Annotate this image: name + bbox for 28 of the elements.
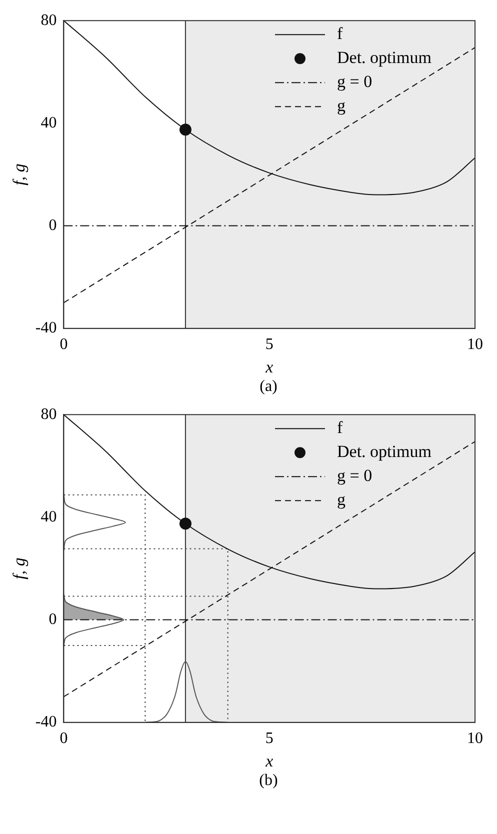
x-tick-label: 0 [60,336,68,354]
legend-label: g = 0 [337,466,372,486]
y-axis-title: f, g [10,164,29,186]
y-tick-label: 80 [40,12,57,29]
legend-label: g [337,96,346,116]
legend-label: g = 0 [337,72,372,92]
legend-label: f [337,418,343,438]
legend-label: Det. optimum [337,48,432,68]
x-tick-label: 10 [467,730,483,748]
legend-label: Det. optimum [337,442,432,462]
y-tick-label: 80 [40,406,57,423]
y-tick-label: 0 [48,217,57,234]
y-axis-title: f, g [10,558,29,580]
y-tick-label: 40 [40,114,57,132]
y-tick-label: 40 [40,508,57,526]
y-tick-label: 0 [48,611,57,628]
x-axis-title: x [264,751,274,770]
legend-label: f [337,24,343,44]
text: (b) [258,772,279,790]
x-axis-title: x [264,357,274,376]
x-tick-label: 10 [467,336,483,354]
y-tick-label: -40 [35,714,57,731]
x-tick-label: 5 [265,730,274,748]
legend-label: g [337,490,346,510]
x-tick-label: 0 [60,730,68,748]
y-tick-label: -40 [35,320,57,337]
x-tick-label: 5 [265,336,274,354]
text: (a) [258,378,278,396]
